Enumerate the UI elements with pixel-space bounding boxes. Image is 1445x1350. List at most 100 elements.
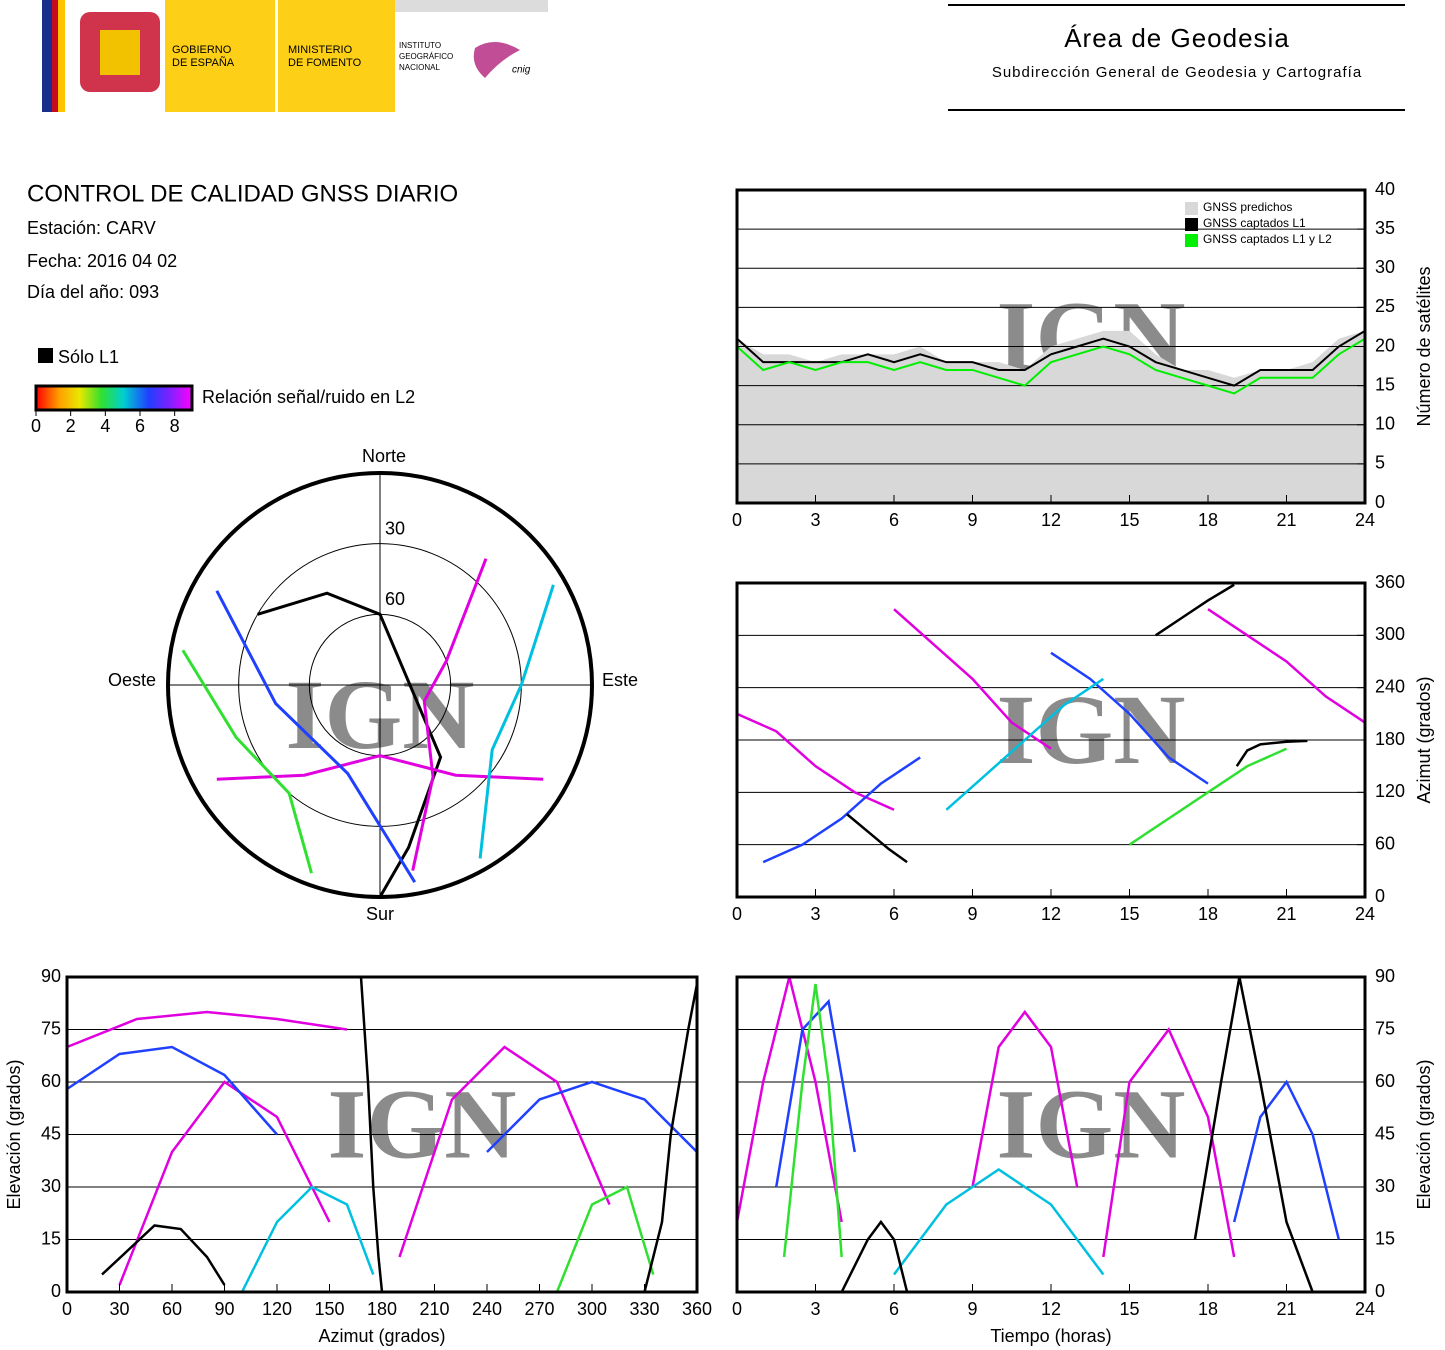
- l1-legend-label: Sólo L1: [58, 347, 119, 367]
- logo-text: DE FOMENTO: [288, 57, 362, 69]
- track: [1050, 651, 1209, 785]
- flag-blue: [42, 0, 52, 112]
- x-tick-label: 0: [732, 904, 742, 924]
- track: [1235, 739, 1308, 767]
- x-axis-title: Azimut (grados): [318, 1326, 445, 1346]
- x-tick-label: 18: [1198, 904, 1218, 924]
- legend-label: GNSS captados L1: [1203, 216, 1306, 230]
- y-tick-label: 15: [1375, 374, 1395, 394]
- watermark: IGN: [997, 1068, 1186, 1179]
- y-tick-label: 90: [1375, 966, 1395, 986]
- y-axis-title: Elevación (grados): [4, 1059, 24, 1209]
- report-doy: Día del año: 093: [27, 282, 159, 302]
- track: [971, 1009, 1079, 1188]
- logo-text: cnig: [512, 65, 531, 76]
- track: [945, 677, 1105, 811]
- y-tick-label: 0: [1375, 886, 1385, 906]
- x-tick-label: 6: [889, 1299, 899, 1319]
- x-tick-label: 0: [732, 1299, 742, 1319]
- watermark: IGN: [328, 1068, 517, 1179]
- track: [101, 1224, 226, 1286]
- x-tick-label: 330: [629, 1299, 659, 1319]
- y-tick-label: 180: [1375, 729, 1405, 749]
- x-tick-label: 6: [889, 510, 899, 530]
- logo-block: GOBIERNO DE ESPAÑA MINISTERIO DE FOMENTO…: [42, 0, 548, 112]
- colorbar-tick-label: 2: [66, 416, 76, 436]
- x-tick-label: 15: [1119, 510, 1139, 530]
- track: [736, 337, 1366, 395]
- direction-label: Oeste: [108, 670, 156, 690]
- x-tick-label: 60: [162, 1299, 182, 1319]
- x-tick-label: 3: [810, 1299, 820, 1319]
- sky-frame: [166, 471, 594, 899]
- x-tick-label: 18: [1198, 510, 1218, 530]
- x-tick-label: 150: [314, 1299, 344, 1319]
- track: [555, 1185, 655, 1293]
- colorbar-label: Relación señal/ruido en L2: [202, 387, 415, 407]
- track: [1154, 583, 1235, 637]
- legend-swatch: [1185, 218, 1198, 231]
- plot-frame: [735, 581, 1367, 899]
- colorbar: [34, 384, 194, 412]
- track: [215, 590, 417, 883]
- x-tick-label: 3: [810, 510, 820, 530]
- ring-label: 30: [385, 518, 405, 538]
- track: [478, 584, 555, 859]
- colorbar-tick-label: 0: [31, 416, 41, 436]
- x-tick-label: 15: [1119, 1299, 1139, 1319]
- y-tick-label: 120: [1375, 781, 1405, 801]
- plot-frame: [735, 975, 1367, 1294]
- ring-label: 60: [385, 589, 405, 609]
- watermark: IGN: [997, 674, 1186, 785]
- track: [1128, 747, 1288, 846]
- y-tick-label: 5: [1375, 453, 1385, 473]
- track: [840, 1219, 909, 1293]
- plot-frame: [65, 975, 699, 1294]
- x-tick-label: 21: [1276, 1299, 1296, 1319]
- legend-label: GNSS predichos: [1203, 200, 1292, 214]
- y-tick-label: 15: [41, 1228, 61, 1248]
- x-tick-label: 24: [1355, 1299, 1375, 1319]
- track: [66, 1045, 278, 1136]
- x-tick-label: 240: [472, 1299, 502, 1319]
- y-tick-label: 0: [1375, 1281, 1385, 1301]
- logo-text: GOBIERNO: [172, 44, 232, 56]
- track: [486, 1080, 698, 1153]
- y-tick-label: 360: [1375, 572, 1405, 592]
- x-tick-label: 0: [62, 1299, 72, 1319]
- y-tick-label: 25: [1375, 296, 1395, 316]
- y-tick-label: 60: [41, 1071, 61, 1091]
- x-tick-label: 90: [214, 1299, 234, 1319]
- logo-text: GEOGRÁFICO: [399, 52, 453, 61]
- track: [892, 1167, 1105, 1276]
- colorbar-tick-label: 8: [170, 416, 180, 436]
- charts: 02468IGN051015202530354003691215182124Nú…: [4, 179, 1434, 1346]
- track: [66, 1010, 348, 1049]
- track: [762, 756, 921, 864]
- track: [1102, 1027, 1236, 1258]
- y-tick-label: 20: [1375, 335, 1395, 355]
- x-tick-label: 21: [1276, 904, 1296, 924]
- legend-swatch: [1185, 202, 1198, 215]
- track: [893, 608, 1052, 750]
- y-tick-label: 0: [1375, 492, 1385, 512]
- l1-legend-swatch: [38, 348, 53, 363]
- logo-text: INSTITUTO: [399, 41, 441, 50]
- x-tick-label: 9: [967, 904, 977, 924]
- x-tick-label: 210: [419, 1299, 449, 1319]
- x-tick-label: 9: [967, 510, 977, 530]
- y-axis-title: Número de satélites: [1414, 266, 1434, 426]
- y-tick-label: 90: [41, 966, 61, 986]
- x-tick-label: 0: [732, 510, 742, 530]
- track: [411, 558, 488, 871]
- y-tick-label: 75: [1375, 1018, 1395, 1038]
- y-tick-label: 300: [1375, 624, 1405, 644]
- track: [1232, 1079, 1341, 1240]
- x-tick-label: 18: [1198, 1299, 1218, 1319]
- logo-bar: [395, 0, 548, 12]
- cnig-logo: [473, 41, 520, 78]
- x-tick-label: 3: [810, 904, 820, 924]
- x-tick-label: 12: [1041, 904, 1061, 924]
- y-axis-title: Azimut (grados): [1414, 676, 1434, 803]
- flag-red: [52, 0, 58, 112]
